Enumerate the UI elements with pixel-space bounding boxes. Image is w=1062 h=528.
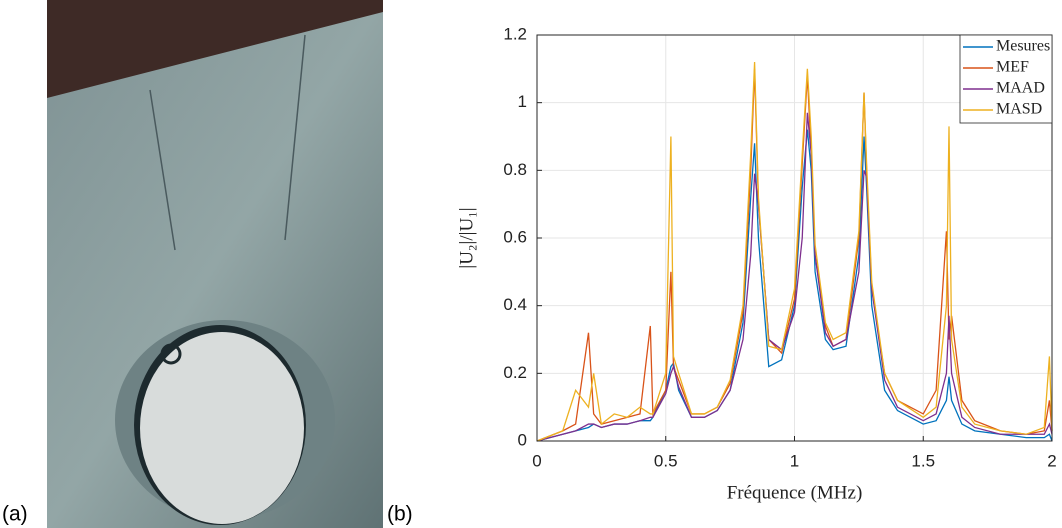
photo-disk [140, 332, 304, 524]
x-tick-label: 2 [1047, 451, 1056, 470]
series-line [536, 68, 1053, 442]
x-tick-label: 1.5 [911, 451, 935, 470]
y-tick-label: 0.4 [503, 295, 527, 314]
x-tick-label: 0 [532, 451, 541, 470]
legend-label: MEF [996, 59, 1029, 76]
y-tick-label: 0 [518, 430, 527, 449]
photo-scratch [149, 89, 176, 251]
series-line [536, 62, 1053, 442]
chart: 0 0.2 0.4 0.6 0.8 1 1.2 0 0.5 1 1.5 2 Fréquence (MHz… [456, 24, 1056, 503]
y-tick-label: 0.6 [503, 227, 527, 246]
y-axis-label: |U₂|/|U₁| [456, 207, 477, 268]
y-tick-label: 0.8 [503, 160, 527, 179]
photo-scratch [284, 34, 306, 241]
x-tick-label: 0.5 [654, 451, 678, 470]
series-line [536, 129, 1053, 442]
legend-label: MASD [996, 101, 1042, 118]
y-tick-label: 0.2 [503, 363, 527, 382]
panel-label: (b) [387, 503, 413, 526]
legend-label: MAAD [996, 80, 1045, 97]
legend-box [959, 34, 1053, 124]
x-tick-label: 1 [790, 451, 799, 470]
y-tick-label: 1 [518, 92, 527, 111]
photo [47, 0, 383, 528]
series-line [536, 112, 1053, 442]
x-axis-label: Fréquence (MHz) [727, 482, 863, 503]
photo-dark-edge [47, 0, 383, 98]
y-tick-label: 1.2 [503, 24, 527, 43]
axes-box [536, 34, 1053, 442]
legend-label: Mesures [996, 38, 1050, 55]
panel-label: (a) [2, 503, 28, 526]
photo-notch [160, 343, 182, 365]
